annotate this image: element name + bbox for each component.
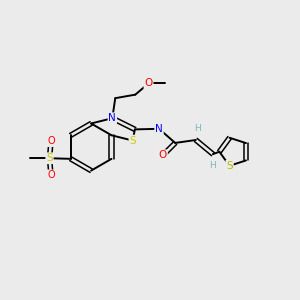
Text: O: O bbox=[159, 150, 167, 160]
Text: S: S bbox=[226, 161, 233, 171]
Text: H: H bbox=[209, 161, 216, 170]
Text: N: N bbox=[108, 113, 116, 123]
Text: S: S bbox=[129, 136, 136, 146]
Text: O: O bbox=[144, 79, 153, 88]
Text: H: H bbox=[194, 124, 200, 133]
Text: S: S bbox=[46, 153, 53, 163]
Text: O: O bbox=[47, 136, 55, 146]
Text: N: N bbox=[155, 124, 163, 134]
Text: O: O bbox=[47, 170, 55, 180]
